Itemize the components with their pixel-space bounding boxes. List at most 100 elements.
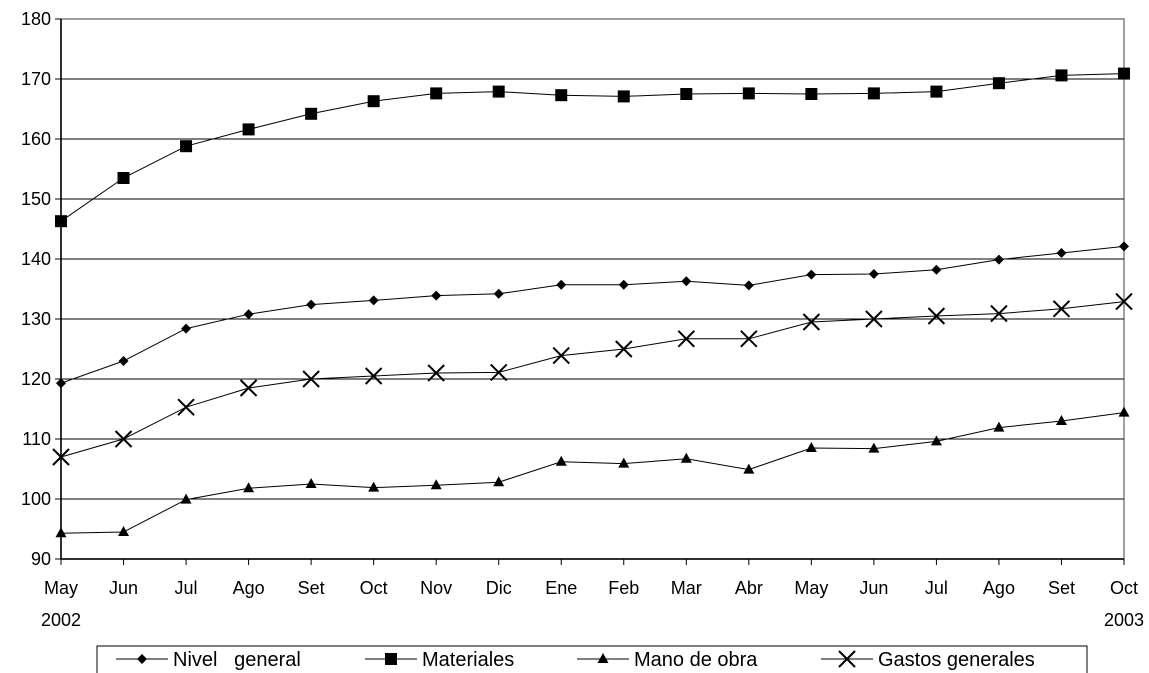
x-tick-label: May [44,578,78,598]
series-lines [60,73,1125,534]
y-tick-label: 160 [21,129,51,149]
x-tick-label: Mar [671,578,702,598]
data-point [302,370,320,388]
data-point [181,323,192,334]
x-tick-label: Feb [608,578,639,598]
series-line [60,73,1125,222]
marker-x-stroke [364,367,383,385]
data-point [493,288,504,299]
data-point [430,87,443,100]
marker-x-stroke [52,448,70,466]
data-point [805,442,817,452]
data-point [242,123,255,136]
x-tick-label: Oct [360,578,388,598]
data-point [868,442,880,453]
series-line [60,301,1125,458]
marker-x-stroke [177,398,195,416]
legend-marker [597,653,609,663]
marker-x-stroke [552,346,570,365]
marker-x-stroke [489,363,508,382]
marker-x-stroke [677,330,696,348]
y-tick-label: 180 [21,9,51,29]
data-point [930,435,942,446]
data-point [992,77,1005,90]
data-point [1119,241,1129,252]
marker-x-stroke [302,370,320,388]
legend-label: Nivel general [173,649,301,671]
data-point [743,463,755,474]
marker-x-stroke [865,310,883,328]
y-tick-label: 140 [21,249,51,269]
marker-x-stroke [427,364,445,382]
data-point [740,330,758,348]
legend: Nivel general Materiales Mano de obra Gasto… [96,645,1088,673]
data-point [431,290,442,301]
data-point [1118,67,1130,80]
data-point [802,313,821,331]
data-point [489,363,508,382]
data-point [1055,69,1068,82]
x-tick-label: Ago [983,578,1015,598]
data-point [367,95,380,108]
y-tick-label: 110 [22,429,51,449]
marker-x-stroke [615,340,633,358]
data-point [305,478,317,488]
data-point [180,140,193,153]
y-tick-label: 130 [21,309,51,329]
data-point [1055,415,1067,425]
data-point [805,88,818,100]
marker-x-stroke [239,379,258,397]
data-point [117,172,130,184]
x-tick-label: Jun [109,578,138,598]
x-tick-labels: May Jun Jul Ago Set Oct Nov Dic Ene Feb Mar Abr May J… [41,578,1144,630]
series-line [60,245,1125,384]
marker-x-stroke [1052,300,1071,318]
year-label: 2003 [1104,610,1144,630]
x-tick-label: Dic [486,578,512,598]
data-point [556,279,567,290]
data-point [52,448,70,466]
data-point [239,379,258,397]
y-tick-labels: 90 100 110 120 130 140 150 160 170 180 [21,9,51,569]
data-point [118,356,129,366]
data-point [742,87,755,100]
marker-x-stroke [1115,292,1133,311]
data-point [555,89,568,102]
x-tick-label: Jun [859,578,888,598]
x-tick-label: May [794,578,828,598]
data-point [931,264,942,275]
data-point [990,304,1008,323]
data-point [615,340,633,358]
data-point [993,254,1004,265]
data-point [618,279,629,290]
marker-x-stroke [838,650,856,668]
data-point [1056,248,1067,258]
x-tick-label: Set [1048,578,1075,598]
data-point [243,309,254,320]
data-point [427,364,445,382]
marker-x-stroke [114,430,133,448]
data-point [493,476,505,487]
data-point [56,378,66,389]
data-point [364,367,383,385]
data-point [55,527,67,538]
data-point [492,85,505,98]
series-line [60,412,1125,534]
x-tick-label: Jul [925,578,948,598]
data-point [867,87,880,100]
x-tick-label: Ene [545,578,577,598]
x-tick-label: Abr [735,578,763,598]
x-tick-label: Jul [175,578,198,598]
data-point [680,452,692,463]
data-point [243,482,255,493]
data-point [681,276,692,287]
data-point [743,280,754,291]
data-point [1115,292,1133,311]
data-point [993,421,1005,432]
data-point [865,310,883,328]
marker-x-stroke [927,307,946,325]
x-tick-label: Oct [1110,578,1138,598]
x-tick-label: Nov [420,578,452,598]
data-point [305,107,318,120]
